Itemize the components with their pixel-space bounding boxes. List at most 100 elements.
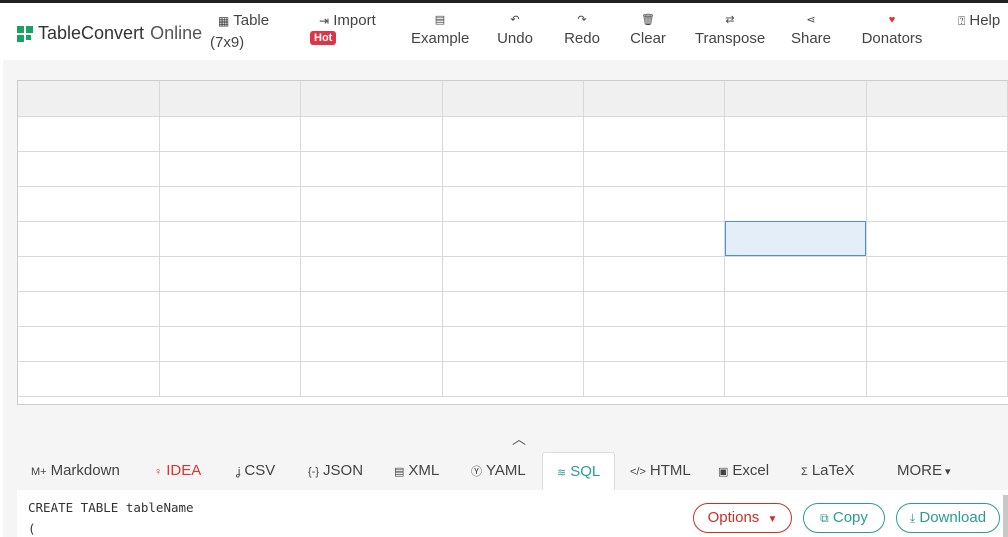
table-cell[interactable]: [300, 326, 443, 362]
table-cell[interactable]: [442, 116, 584, 152]
table-cell[interactable]: [724, 116, 867, 152]
table-cell[interactable]: [18, 256, 160, 292]
table-cell[interactable]: [300, 361, 443, 397]
download-button[interactable]: ⤓ Download: [896, 503, 1000, 533]
brand-logo[interactable]: TableConvert Online: [17, 23, 202, 44]
table-cell[interactable]: [442, 256, 584, 292]
tab-json[interactable]: {-} JSON: [308, 452, 363, 490]
chevron-up-icon[interactable]: ︿: [512, 431, 526, 447]
header-cell[interactable]: [442, 81, 584, 117]
table-cell[interactable]: [159, 361, 302, 397]
table-cell[interactable]: [866, 116, 1008, 152]
table-cell[interactable]: [724, 256, 867, 292]
editor-grid[interactable]: [18, 81, 1008, 397]
table-cell[interactable]: [300, 291, 443, 327]
tab-latex[interactable]: Σ LaTeX: [801, 452, 854, 490]
table-cell[interactable]: [159, 326, 302, 362]
table-cell[interactable]: [442, 221, 584, 257]
tab-sql[interactable]: ≋ SQL: [542, 452, 616, 490]
table-cell[interactable]: [442, 361, 584, 397]
options-button[interactable]: Options ▼: [693, 503, 792, 533]
table-cell[interactable]: [583, 116, 726, 152]
table-cell[interactable]: [583, 326, 726, 362]
table-cell[interactable]: [724, 291, 867, 327]
table-cell[interactable]: [583, 291, 726, 327]
nav-undo[interactable]: ↶ Undo: [494, 11, 536, 49]
nav-import[interactable]: ⇥ Import: [319, 10, 376, 32]
table-cell[interactable]: [18, 151, 160, 187]
table-cell[interactable]: [159, 256, 302, 292]
nav-help[interactable]: ⍰ Help: [958, 10, 1000, 32]
table-cell[interactable]: [159, 116, 302, 152]
table-cell[interactable]: [442, 326, 584, 362]
scrollbar[interactable]: [1003, 495, 1008, 537]
tab-yaml[interactable]: Ⓨ YAML: [471, 452, 526, 490]
copy-button[interactable]: ⧉ Copy: [803, 503, 885, 533]
header-cell[interactable]: [18, 81, 160, 117]
table-cell[interactable]: [724, 151, 867, 187]
table-cell[interactable]: [300, 221, 443, 257]
header-cell[interactable]: [724, 81, 867, 117]
table-cell[interactable]: [18, 291, 160, 327]
tab-more[interactable]: MORE ▾: [897, 452, 951, 490]
tab-excel[interactable]: ▣ Excel: [718, 452, 769, 490]
table-cell[interactable]: [300, 116, 443, 152]
nav-example[interactable]: ▤ Example: [411, 11, 469, 49]
table-editor[interactable]: [17, 80, 1008, 405]
table-cell[interactable]: [300, 186, 443, 222]
table-cell[interactable]: [583, 361, 726, 397]
table-cell[interactable]: [724, 186, 867, 222]
table-cell[interactable]: [583, 151, 726, 187]
table-row: [18, 151, 1008, 187]
header-cell[interactable]: [159, 81, 302, 117]
table-cell[interactable]: [159, 291, 302, 327]
table-row: [18, 361, 1008, 397]
table-cell[interactable]: [866, 326, 1008, 362]
tab-xml[interactable]: ▤ XML: [394, 452, 439, 490]
table-cell[interactable]: [159, 221, 302, 257]
table-cell[interactable]: [583, 256, 726, 292]
table-cell[interactable]: [442, 151, 584, 187]
table-cell[interactable]: [583, 221, 726, 257]
table-cell[interactable]: [866, 361, 1008, 397]
excel-icon: ▣: [718, 466, 729, 478]
table-cell[interactable]: [300, 151, 443, 187]
header-cell[interactable]: [300, 81, 443, 117]
nav-clear[interactable]: 🗑 Clear: [628, 11, 668, 49]
table-cell[interactable]: [866, 221, 1008, 257]
table-cell[interactable]: [724, 361, 867, 397]
table-cell[interactable]: [300, 256, 443, 292]
tab-idea[interactable]: ♀ IDEA: [154, 452, 201, 490]
table-cell[interactable]: [18, 326, 160, 362]
table-cell[interactable]: [724, 221, 867, 257]
tab-html[interactable]: </> HTML: [630, 452, 691, 490]
table-cell[interactable]: [442, 291, 584, 327]
logo-icon: [17, 25, 33, 42]
copy-label: Copy: [832, 509, 868, 526]
nav-share[interactable]: ⋖ Share: [789, 11, 833, 49]
table-cell[interactable]: [18, 116, 160, 152]
table-cell[interactable]: [18, 186, 160, 222]
nav-donators[interactable]: ♥ Donators: [859, 11, 925, 49]
table-cell[interactable]: [866, 256, 1008, 292]
table-cell[interactable]: [159, 151, 302, 187]
tab-csv[interactable]: ʝ CSV: [236, 452, 275, 490]
table-cell[interactable]: [18, 221, 160, 257]
table-cell[interactable]: [159, 186, 302, 222]
tab-label: HTML: [649, 462, 691, 479]
nav-transpose[interactable]: ⇄ Transpose: [694, 11, 766, 49]
tab-markdown[interactable]: M+ Markdown: [31, 452, 120, 490]
nav-redo[interactable]: ↷ Redo: [562, 11, 602, 49]
table-cell[interactable]: [724, 326, 867, 362]
table-cell[interactable]: [866, 151, 1008, 187]
table-cell[interactable]: [442, 186, 584, 222]
redo-icon: ↷: [577, 14, 587, 26]
header-cell[interactable]: [866, 81, 1008, 117]
table-cell[interactable]: [866, 291, 1008, 327]
table-cell[interactable]: [583, 186, 726, 222]
table-cell[interactable]: [18, 361, 160, 397]
navbar: TableConvert Online ▦ Table (7x9) ⇥ Impo…: [0, 3, 1008, 60]
nav-table[interactable]: ▦ Table (7x9): [210, 10, 269, 54]
table-cell[interactable]: [866, 186, 1008, 222]
header-cell[interactable]: [583, 81, 726, 117]
